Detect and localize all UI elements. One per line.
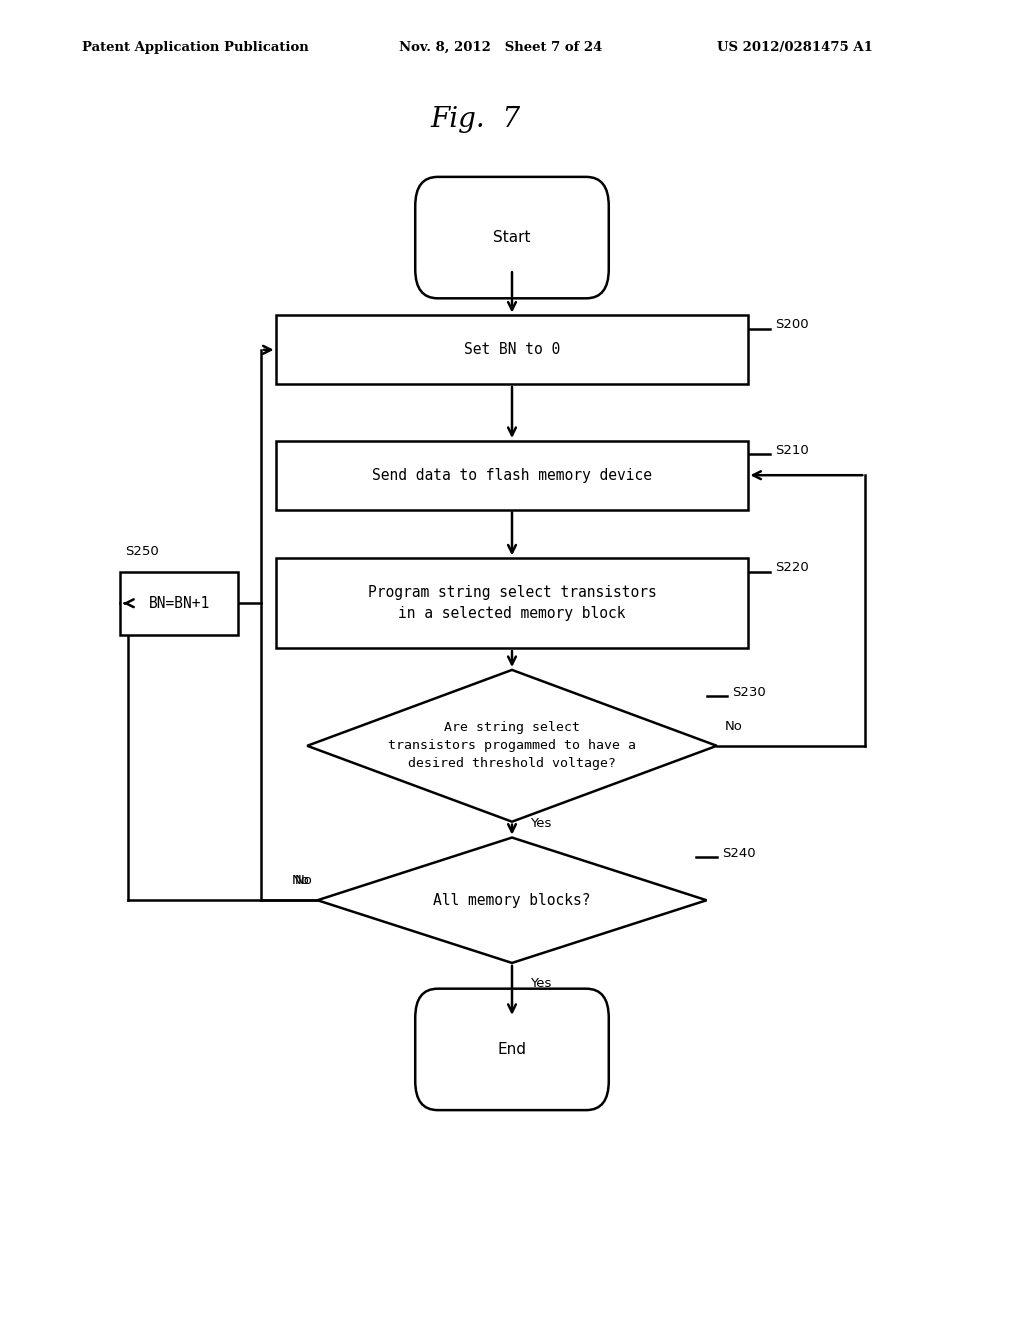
FancyBboxPatch shape xyxy=(416,177,608,298)
Text: S200: S200 xyxy=(775,318,809,331)
Text: No: No xyxy=(292,874,309,887)
FancyBboxPatch shape xyxy=(121,572,238,635)
Text: Start: Start xyxy=(494,230,530,246)
Text: Yes: Yes xyxy=(530,977,552,990)
Polygon shape xyxy=(307,671,717,821)
Text: S250: S250 xyxy=(125,545,159,558)
Text: Set BN to 0: Set BN to 0 xyxy=(464,342,560,358)
Text: BN=BN+1: BN=BN+1 xyxy=(148,595,210,611)
FancyBboxPatch shape xyxy=(276,441,748,510)
Text: Program string select transistors
in a selected memory block: Program string select transistors in a s… xyxy=(368,585,656,622)
Text: Fig.  7: Fig. 7 xyxy=(430,106,520,132)
Text: Patent Application Publication: Patent Application Publication xyxy=(82,41,308,54)
Text: Are string select
transistors progammed to have a
desired threshold voltage?: Are string select transistors progammed … xyxy=(388,721,636,771)
Text: Yes: Yes xyxy=(530,817,552,829)
Text: US 2012/0281475 A1: US 2012/0281475 A1 xyxy=(717,41,872,54)
Text: All memory blocks?: All memory blocks? xyxy=(433,892,591,908)
Text: No: No xyxy=(725,719,742,733)
FancyBboxPatch shape xyxy=(276,558,748,648)
Text: S210: S210 xyxy=(775,444,809,457)
Text: S230: S230 xyxy=(732,686,766,698)
FancyBboxPatch shape xyxy=(276,315,748,384)
Polygon shape xyxy=(317,838,707,964)
Text: No: No xyxy=(295,874,312,887)
FancyBboxPatch shape xyxy=(416,989,608,1110)
Text: End: End xyxy=(498,1041,526,1057)
Text: Nov. 8, 2012   Sheet 7 of 24: Nov. 8, 2012 Sheet 7 of 24 xyxy=(399,41,603,54)
Text: S220: S220 xyxy=(775,561,809,574)
Text: S240: S240 xyxy=(722,847,756,859)
Text: Send data to flash memory device: Send data to flash memory device xyxy=(372,467,652,483)
